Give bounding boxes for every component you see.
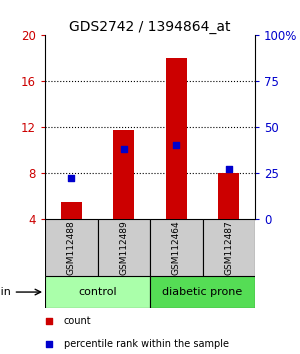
Text: percentile rank within the sample: percentile rank within the sample	[64, 339, 229, 349]
Text: strain: strain	[0, 287, 11, 297]
Text: control: control	[78, 287, 117, 297]
Text: GSM112489: GSM112489	[119, 221, 128, 275]
Title: GDS2742 / 1394864_at: GDS2742 / 1394864_at	[69, 21, 231, 34]
Text: count: count	[64, 316, 92, 326]
Bar	[150, 219, 202, 276]
Text: diabetic prone: diabetic prone	[162, 287, 243, 297]
Bar	[166, 58, 187, 219]
Text: GSM112487: GSM112487	[224, 221, 233, 275]
Bar	[150, 276, 255, 308]
Point	[47, 318, 52, 324]
Point	[69, 175, 74, 181]
Bar	[218, 173, 239, 219]
Point	[47, 341, 52, 347]
Point	[122, 146, 126, 152]
Text: GSM112464: GSM112464	[172, 221, 181, 275]
Text: GSM112488: GSM112488	[67, 221, 76, 275]
Bar	[45, 276, 150, 308]
Bar	[61, 202, 82, 219]
Bar	[45, 219, 98, 276]
Bar	[113, 130, 134, 219]
Bar	[98, 219, 150, 276]
Bar	[202, 219, 255, 276]
Point	[174, 142, 179, 148]
Point	[226, 166, 231, 172]
